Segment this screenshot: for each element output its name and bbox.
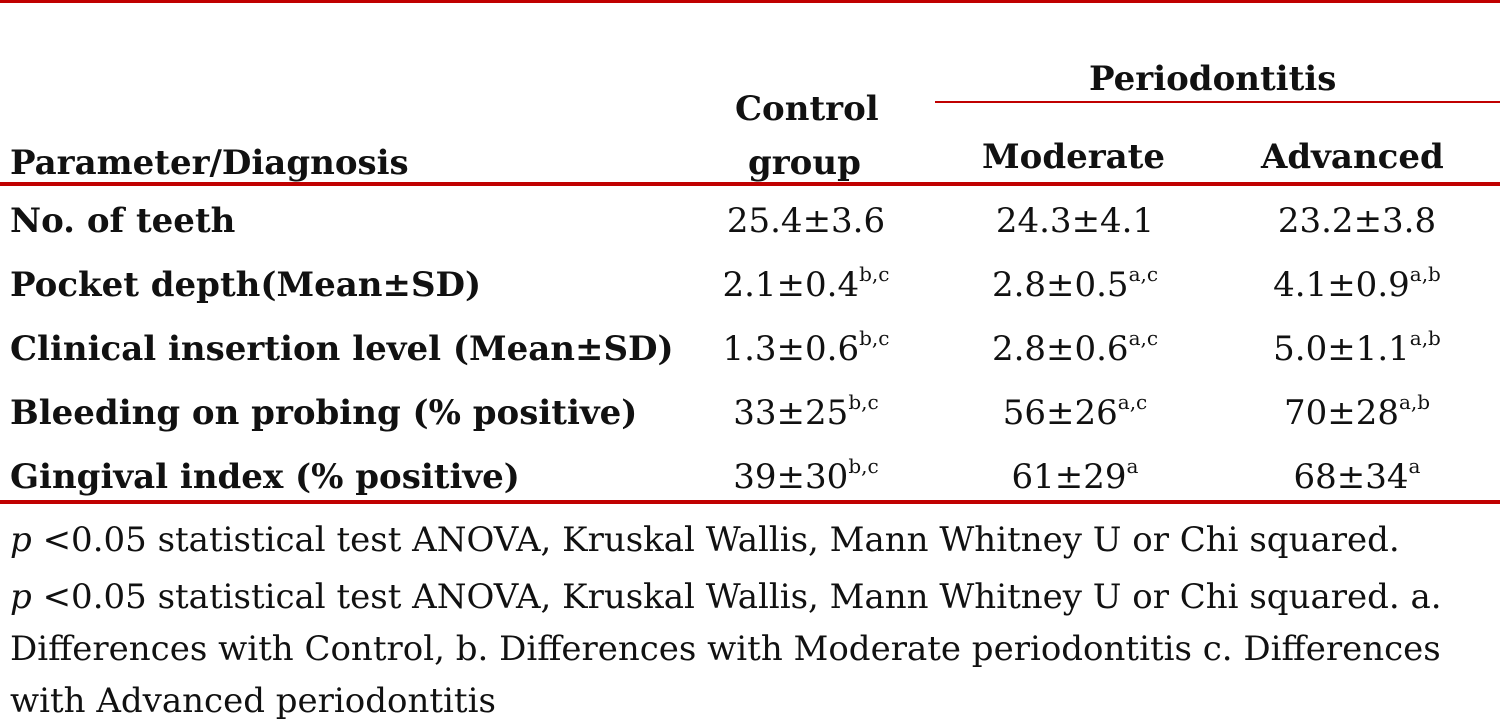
row-label: No. of teeth: [10, 201, 236, 241]
footnote-1: p <0.05 statistical test ANOVA, Kruskal …: [10, 514, 1400, 566]
row-label: Pocket depth(Mean±SD): [10, 265, 482, 305]
cell-advanced-superscript: a,b: [1409, 326, 1441, 350]
cell-control-superscript: b,c: [848, 454, 879, 478]
cell-control-superscript: b,c: [859, 262, 890, 286]
cell-control: 39±30b,c: [666, 456, 946, 497]
header-moderate: Moderate: [982, 137, 1165, 177]
cell-advanced-value: 5.0±1.1: [1273, 329, 1410, 369]
cell-control: 25.4±3.6: [666, 204, 946, 238]
row-label: Clinical insertion level (Mean±SD): [10, 329, 674, 369]
cell-advanced: 5.0±1.1a,b: [1217, 328, 1497, 369]
cell-advanced: 23.2±3.8: [1217, 204, 1497, 238]
cell-advanced-superscript: a,b: [1398, 390, 1431, 414]
row-label: Gingival index (% positive): [10, 457, 520, 497]
cell-control: 33±25b,c: [666, 392, 946, 433]
cell-moderate: 2.8±0.6a,c: [935, 328, 1215, 369]
cell-advanced: 4.1±0.9a,b: [1217, 264, 1497, 305]
row-label: Bleeding on probing (% positive): [10, 393, 638, 433]
footnote-1-text: <0.05 statistical test ANOVA, Kruskal Wa…: [31, 520, 1400, 560]
cell-control-value: 33±25: [733, 393, 849, 433]
cell-control-value: 1.3±0.6: [722, 329, 860, 369]
cell-control: 2.1±0.4b,c: [666, 264, 946, 305]
header-control-line1: Control: [735, 89, 879, 129]
cell-moderate-superscript: a,c: [1128, 262, 1159, 286]
footnote-2-p: p: [10, 577, 32, 617]
footnote-2: p <0.05 statistical test ANOVA, Kruskal …: [10, 571, 1442, 727]
cell-advanced-value: 68±34: [1293, 457, 1409, 497]
cell-control: 1.3±0.6b,c: [666, 328, 946, 369]
cell-moderate-superscript: a: [1126, 454, 1139, 478]
periodontitis-rule: [935, 101, 1500, 103]
table-bottom-rule: [0, 500, 1500, 504]
cell-moderate-superscript: a,c: [1128, 326, 1159, 350]
header-parameter: Parameter/Diagnosis: [10, 143, 409, 183]
cell-moderate-value: 2.8±0.6: [991, 329, 1129, 369]
cell-moderate: 24.3±4.1: [935, 204, 1215, 238]
top-rule: [0, 0, 1500, 3]
cell-control-value: 25.4±3.6: [726, 201, 886, 241]
cell-control-superscript: b,c: [859, 326, 890, 350]
cell-advanced-value: 70±28: [1283, 393, 1399, 433]
cell-advanced-value: 4.1±0.9: [1273, 265, 1410, 305]
cell-moderate-value: 56±26: [1002, 393, 1118, 433]
header-bottom-rule: [0, 182, 1500, 186]
cell-advanced-superscript: a,b: [1409, 262, 1441, 286]
footnote-2-line3: with Advanced periodontitis: [10, 681, 496, 721]
header-periodontitis: Periodontitis: [1089, 59, 1337, 99]
cell-advanced: 68±34a: [1217, 456, 1497, 497]
cell-control-superscript: b,c: [848, 390, 879, 414]
footnote-2-text: <0.05 statistical test ANOVA, Kruskal Wa…: [31, 577, 1442, 617]
cell-control-value: 2.1±0.4: [722, 265, 860, 305]
cell-advanced-value: 23.2±3.8: [1277, 201, 1437, 241]
footnote-2-line2: Differences with Control, b. Differences…: [10, 629, 1441, 669]
header-control-line2: group: [748, 143, 861, 183]
cell-moderate-value: 2.8±0.5: [991, 265, 1129, 305]
header-advanced: Advanced: [1261, 137, 1444, 177]
cell-moderate-value: 61±29: [1011, 457, 1127, 497]
cell-moderate: 2.8±0.5a,c: [935, 264, 1215, 305]
cell-moderate-value: 24.3±4.1: [995, 201, 1155, 241]
cell-moderate-superscript: a,c: [1117, 390, 1148, 414]
cell-control-value: 39±30: [733, 457, 849, 497]
cell-moderate: 56±26a,c: [935, 392, 1215, 433]
cell-advanced: 70±28a,b: [1217, 392, 1497, 433]
cell-moderate: 61±29a: [935, 456, 1215, 497]
footnote-1-p: p: [10, 520, 32, 560]
cell-advanced-superscript: a: [1408, 454, 1421, 478]
